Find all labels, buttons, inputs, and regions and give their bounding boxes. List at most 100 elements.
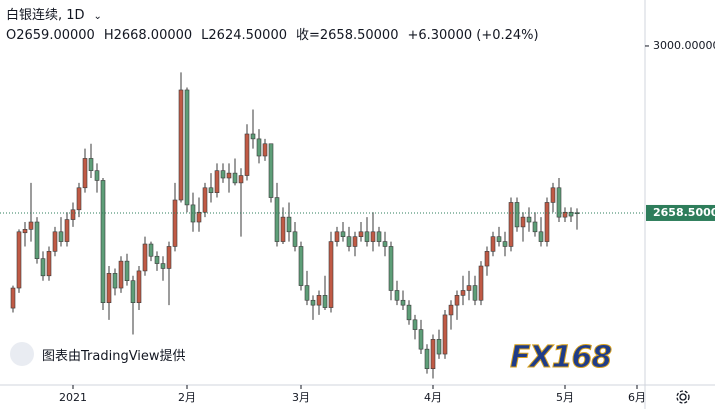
ohlc-item: H2668.00000 bbox=[103, 28, 193, 43]
candle-body bbox=[94, 170, 100, 181]
candle-body bbox=[286, 216, 292, 233]
candle-body bbox=[430, 339, 436, 370]
candle-body bbox=[352, 236, 358, 247]
candle-body bbox=[382, 241, 388, 247]
candle-body bbox=[388, 246, 394, 291]
candle-body bbox=[34, 221, 40, 259]
candle-body bbox=[112, 273, 118, 289]
candle-body bbox=[130, 280, 136, 303]
candle-body bbox=[478, 265, 484, 301]
candle-body bbox=[106, 273, 112, 303]
candle-body bbox=[532, 221, 538, 233]
candle-body bbox=[88, 158, 94, 171]
price-axis: 3000.00000 2658.50000 bbox=[645, 39, 715, 221]
candle-body bbox=[460, 290, 466, 296]
candle-body bbox=[328, 241, 334, 308]
y-tick-label: 3000.00000 bbox=[653, 39, 715, 52]
candle-body bbox=[316, 295, 322, 306]
candle-body bbox=[82, 158, 88, 189]
candle-body bbox=[64, 219, 70, 242]
candle-body bbox=[244, 133, 250, 176]
time-axis: 2021 2月 3月 4月 5月 6月 bbox=[59, 385, 646, 404]
candle-body bbox=[502, 241, 508, 247]
ohlc-item: L2624.50000 bbox=[201, 28, 287, 43]
candle-body bbox=[466, 285, 472, 291]
candle-body bbox=[310, 299, 316, 306]
watermark-icon bbox=[10, 342, 34, 366]
candle-body bbox=[448, 304, 454, 316]
candle-body bbox=[214, 170, 220, 193]
candle-body bbox=[16, 231, 22, 289]
ohlc-legend: O2659.00000 H2668.00000 L2624.50000 收=2658.… bbox=[6, 24, 548, 43]
candle-body bbox=[274, 197, 280, 242]
candle-body bbox=[490, 236, 496, 252]
candle-body bbox=[256, 138, 262, 157]
candle-body bbox=[550, 187, 556, 203]
candle-body bbox=[364, 231, 370, 242]
settings-icon[interactable] bbox=[676, 390, 690, 404]
x-tick-label: 2月 bbox=[178, 391, 196, 404]
candle-body bbox=[358, 231, 364, 237]
candle-body bbox=[208, 187, 214, 193]
candle-body bbox=[232, 172, 238, 184]
x-tick-label: 4月 bbox=[424, 391, 442, 404]
candle-body bbox=[496, 236, 502, 242]
candle-body bbox=[166, 246, 172, 269]
candle-body bbox=[22, 229, 28, 234]
candle-body bbox=[220, 170, 226, 179]
candle-body bbox=[28, 221, 34, 230]
candle-body bbox=[52, 231, 58, 252]
candle-body bbox=[124, 260, 130, 281]
candle-body bbox=[160, 263, 166, 269]
symbol-title: 白银连续, 1D ⌄ bbox=[6, 4, 111, 23]
candle-body bbox=[70, 209, 76, 220]
logo: FX168 bbox=[509, 340, 612, 376]
candle-body bbox=[340, 231, 346, 237]
candle-body bbox=[400, 299, 406, 306]
candle-body bbox=[118, 260, 124, 289]
candle-body bbox=[442, 314, 448, 355]
candle-body bbox=[370, 231, 376, 242]
dropdown[interactable]: ⌄ bbox=[93, 11, 102, 22]
candle-body bbox=[508, 202, 514, 247]
candle-body bbox=[556, 187, 562, 218]
x-tick-label: 3月 bbox=[292, 391, 310, 404]
candle-body bbox=[394, 290, 400, 301]
candle-body bbox=[226, 172, 232, 179]
candle-body bbox=[472, 285, 478, 301]
candle-body bbox=[520, 216, 526, 228]
candle-body bbox=[484, 251, 490, 267]
symbol[interactable]: 白银连续, 1D bbox=[6, 8, 85, 23]
ohlc-item: +6.30000 (+0.24%) bbox=[407, 28, 539, 43]
candle-body bbox=[184, 89, 190, 206]
candle-body bbox=[292, 231, 298, 247]
candle-body bbox=[154, 255, 160, 264]
candle-body bbox=[412, 319, 418, 330]
candle-body bbox=[304, 285, 310, 301]
candle-body bbox=[58, 231, 64, 242]
candle-body bbox=[172, 199, 178, 247]
watermark-text: 图表由TradingView提供 bbox=[42, 348, 186, 364]
x-tick-label: 5月 bbox=[556, 391, 574, 404]
candle-body bbox=[40, 258, 46, 277]
candle-body bbox=[568, 211, 574, 217]
ohlc-item: 收=2658.50000 bbox=[296, 28, 399, 43]
candle-body bbox=[562, 211, 568, 218]
candle-body bbox=[346, 236, 352, 247]
candle-body bbox=[298, 246, 304, 286]
candle-body bbox=[100, 180, 106, 303]
watermark[interactable]: 图表由TradingView提供 bbox=[10, 342, 186, 366]
candle-body bbox=[514, 202, 520, 228]
last-price-label: 2658.50000 bbox=[653, 206, 715, 219]
plot bbox=[0, 72, 645, 379]
candle-body bbox=[280, 216, 286, 242]
last-price-box bbox=[646, 204, 715, 221]
candle-body bbox=[526, 216, 532, 223]
candle-body bbox=[142, 243, 148, 272]
candle-body bbox=[376, 231, 382, 242]
candle-body bbox=[544, 202, 550, 242]
x-tick-label: 6月 bbox=[628, 391, 646, 404]
x-tick-label: 2021 bbox=[59, 391, 87, 404]
candle-body bbox=[334, 231, 340, 242]
candle-body bbox=[406, 304, 412, 321]
